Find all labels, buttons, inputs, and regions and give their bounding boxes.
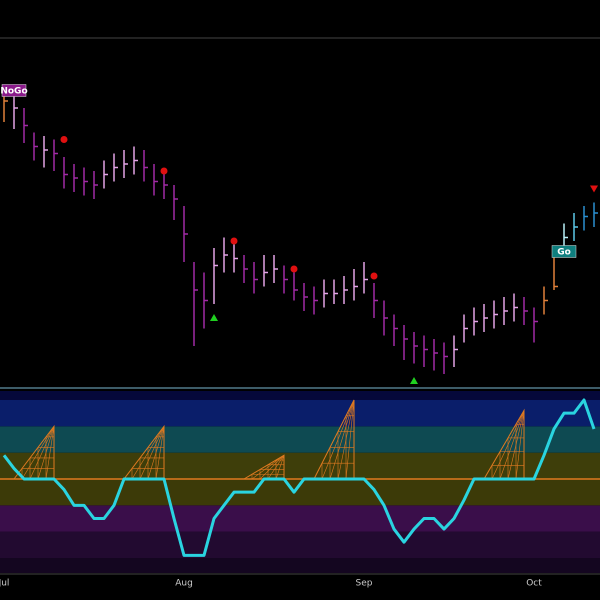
squeeze-grid — [499, 410, 525, 480]
squeeze-grid — [515, 410, 525, 480]
signal-box — [1, 84, 27, 97]
squeeze-grid — [45, 426, 55, 480]
countertrend-dot — [160, 167, 168, 175]
squeeze-grid — [275, 455, 285, 480]
signal-label: NoGo — [0, 87, 27, 97]
band — [0, 400, 600, 427]
squeeze-grid — [259, 455, 285, 480]
signal-box — [551, 245, 577, 258]
squeeze-grid — [29, 426, 55, 480]
squeeze-grid — [155, 426, 165, 480]
squeeze-fan — [13, 424, 55, 480]
band — [0, 426, 600, 453]
oscillator-line — [2, 398, 596, 557]
x-tick-label: Oct — [526, 579, 542, 589]
squeeze-fan — [123, 424, 165, 480]
countertrend-dot — [370, 272, 378, 280]
go-triangle — [410, 377, 418, 384]
squeeze-grid — [329, 399, 355, 480]
go-triangle — [210, 314, 218, 321]
x-tick-label: Jul — [0, 579, 9, 589]
countertrend-dot — [230, 237, 238, 245]
x-tick-label: Aug — [175, 579, 193, 589]
signal-label: Go — [557, 248, 571, 258]
nogo-triangle — [590, 185, 598, 193]
countertrend-dot — [60, 136, 68, 143]
band — [0, 505, 600, 532]
band — [0, 391, 600, 400]
squeeze-grid — [345, 399, 355, 480]
squeeze-fan — [483, 408, 525, 480]
squeeze-grid — [139, 426, 165, 480]
x-tick-label: Sep — [356, 579, 373, 589]
band — [0, 531, 600, 558]
band — [0, 452, 600, 479]
band — [0, 558, 600, 573]
countertrend-dot — [290, 265, 298, 273]
